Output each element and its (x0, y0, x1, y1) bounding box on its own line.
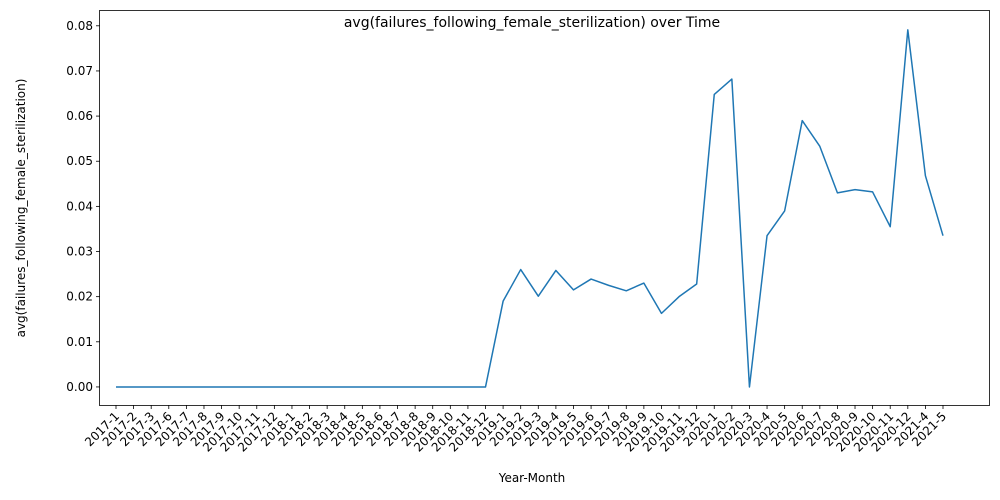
y-tick-label: 0.00 (66, 380, 93, 394)
plot-frame (99, 10, 990, 406)
x-axis-ticks: 2017-12017-22017-32017-62017-72017-82017… (82, 405, 949, 455)
y-tick-label: 0.04 (66, 199, 93, 213)
series-layer (116, 29, 944, 388)
y-tick-label: 0.02 (66, 290, 93, 304)
y-tick-label: 0.06 (66, 109, 93, 123)
y-tick-label: 0.07 (66, 64, 93, 78)
y-tick-label: 0.03 (66, 245, 93, 259)
chart-title: avg(failures_following_female_sterilizat… (344, 15, 720, 31)
series-line (116, 29, 944, 388)
y-tick-label: 0.05 (66, 154, 93, 168)
y-axis-ticks: 0.00 0.01 0.02 0.03 0.04 0.05 0.06 0.07 0.08 (66, 19, 100, 394)
y-tick-label: 0.01 (66, 335, 93, 349)
x-axis-label: Year-Month (498, 471, 566, 485)
y-axis-label: avg(failures_following_female_sterilizat… (14, 79, 28, 338)
y-tick-label: 0.08 (66, 19, 93, 33)
